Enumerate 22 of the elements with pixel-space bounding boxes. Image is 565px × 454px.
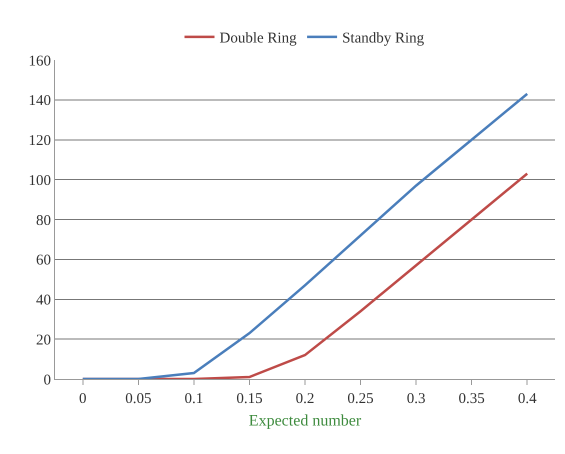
y-tick-label: 60 bbox=[36, 252, 51, 269]
y-tick-label: 100 bbox=[28, 172, 51, 189]
x-tick-label: 0.4 bbox=[518, 391, 538, 407]
x-tick-label: 0.35 bbox=[458, 391, 485, 407]
x-tick-label: 0.25 bbox=[347, 391, 374, 407]
x-tick-label: 0.15 bbox=[236, 391, 263, 407]
y-tick-label: 140 bbox=[28, 93, 51, 110]
y-tick-label: 80 bbox=[36, 212, 51, 229]
y-tick-label: 40 bbox=[36, 292, 51, 308]
y-tick-label: 120 bbox=[28, 133, 51, 149]
y-tick-label: 0 bbox=[44, 372, 51, 388]
x-tick-label: 0 bbox=[79, 391, 87, 407]
x-tick-label: 0.05 bbox=[125, 391, 152, 407]
x-tick-label: 0.3 bbox=[406, 391, 426, 407]
y-tick-label: 160 bbox=[28, 53, 51, 70]
x-tick-label: 0.2 bbox=[296, 391, 314, 407]
legend-label: Double Ring bbox=[220, 30, 298, 47]
y-tick-label: 20 bbox=[36, 332, 51, 348]
line-series bbox=[82, 92, 528, 379]
legend-label: Standby Ring bbox=[342, 30, 425, 47]
x-tick-label: 0.1 bbox=[184, 391, 204, 407]
x-axis-title: Expected number bbox=[248, 412, 362, 430]
